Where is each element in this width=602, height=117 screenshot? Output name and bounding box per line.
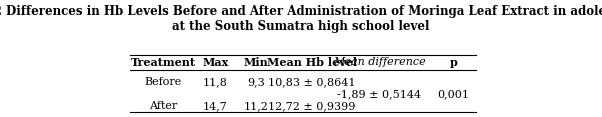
Text: Treatment: Treatment <box>131 57 196 68</box>
Text: Mean Hb level: Mean Hb level <box>267 57 357 68</box>
Text: 0,001: 0,001 <box>438 90 470 99</box>
Text: Min: Min <box>244 57 268 68</box>
Text: Mean difference: Mean difference <box>333 57 426 68</box>
Text: 11,8: 11,8 <box>203 77 228 87</box>
Text: 11,2: 11,2 <box>244 101 269 111</box>
Text: Max: Max <box>202 57 229 68</box>
Text: 9,3: 9,3 <box>247 77 265 87</box>
Text: 10,83 ± 0,8641: 10,83 ± 0,8641 <box>268 77 356 87</box>
Text: Before: Before <box>145 77 182 87</box>
Text: 14,7: 14,7 <box>203 101 228 111</box>
Text: After: After <box>149 101 178 111</box>
Text: -1,89 ± 0,5144: -1,89 ± 0,5144 <box>337 90 421 99</box>
Text: p: p <box>450 57 458 68</box>
Text: 12,72 ± 0,9399: 12,72 ± 0,9399 <box>268 101 356 111</box>
Text: Table 2 Differences in Hb Levels Before and After Administration of Moringa Leaf: Table 2 Differences in Hb Levels Before … <box>0 5 602 33</box>
